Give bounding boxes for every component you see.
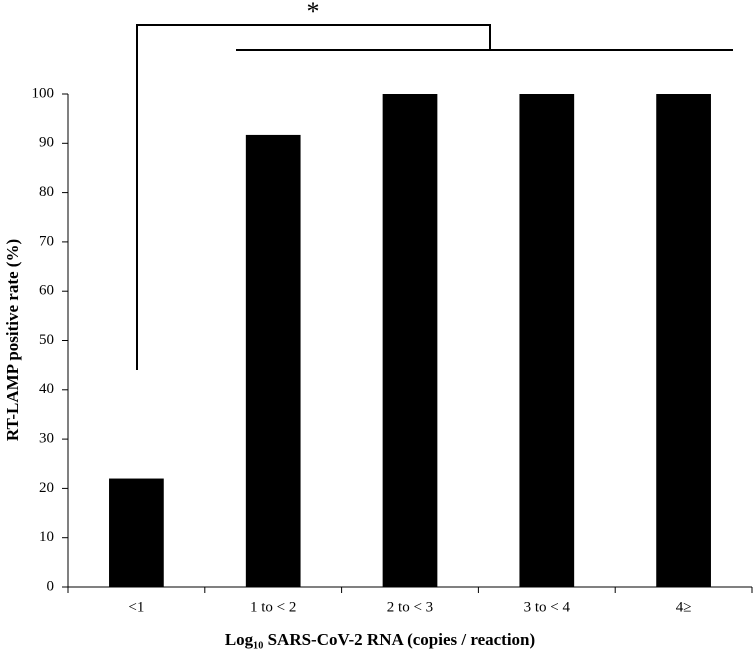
x-tick-label: 4≥	[676, 599, 692, 615]
y-tick-label: 30	[39, 431, 54, 447]
x-tick-label: 1 to < 2	[250, 599, 296, 615]
bar	[519, 94, 575, 587]
significance-label: *	[307, 0, 320, 26]
y-tick-label: 70	[39, 233, 54, 249]
significance-bracket	[136, 24, 491, 370]
y-axis-label: RT-LAMP positive rate (%)	[3, 239, 22, 441]
y-tick-label: 20	[39, 480, 54, 496]
y-tick-label: 0	[47, 578, 55, 594]
y-tick-label: 90	[39, 135, 54, 151]
y-tick-label: 80	[39, 184, 54, 200]
x-tick-label: 3 to < 4	[524, 599, 571, 615]
x-tick-label: <1	[128, 599, 144, 615]
bar	[245, 134, 301, 587]
y-tick-label: 40	[39, 381, 54, 397]
x-axis-label: Log₁₀ SARS-CoV-2 RNA (copies / reaction)	[225, 630, 535, 649]
y-tick-label: 100	[32, 85, 55, 101]
bar	[109, 478, 164, 587]
x-tick-label: 2 to < 3	[387, 599, 433, 615]
bar	[382, 94, 438, 587]
bar	[656, 94, 711, 587]
y-tick-label: 10	[39, 529, 54, 545]
y-tick-label: 60	[39, 283, 54, 299]
y-tick-label: 50	[39, 332, 54, 348]
